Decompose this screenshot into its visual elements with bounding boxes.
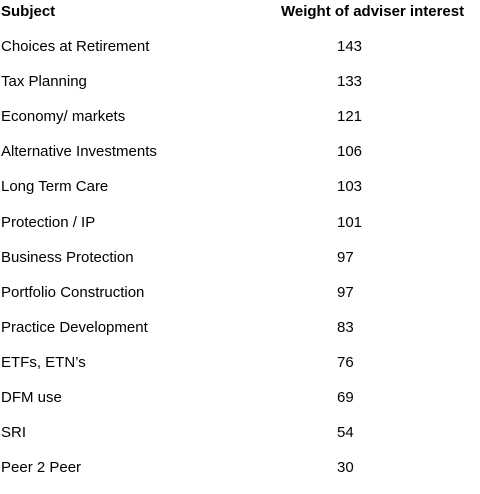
table-row: Choices at Retirement 143 (0, 38, 480, 73)
table-row: ETFs, ETN’s 76 (0, 354, 480, 389)
weight-value-cell: 133 (337, 73, 363, 90)
subject-cell: Long Term Care (1, 178, 109, 195)
weight-value-cell: 143 (337, 38, 363, 55)
weight-value-cell: 121 (337, 108, 363, 125)
table-row: DFM use 69 (0, 389, 480, 424)
table-row: Economy/ markets 121 (0, 108, 480, 143)
table-row: Practice Development 83 (0, 319, 480, 354)
subject-cell: DFM use (1, 389, 62, 406)
table-row: Protection / IP 101 (0, 214, 480, 249)
column-header-weight: Weight of adviser interest (281, 3, 465, 20)
weight-value-cell: 101 (337, 214, 363, 231)
weight-value-cell: 83 (337, 319, 354, 336)
subject-cell: Tax Planning (1, 73, 87, 90)
weight-value-cell: 103 (337, 178, 363, 195)
subject-cell: Alternative Investments (1, 143, 157, 160)
table-row: Portfolio Construction 97 (0, 284, 480, 319)
subject-cell: Protection / IP (1, 214, 96, 231)
table-row: Business Protection 97 (0, 249, 480, 284)
subject-cell: Economy/ markets (1, 108, 126, 125)
table-row: SRI 54 (0, 424, 480, 459)
table-row: Long Term Care 103 (0, 178, 480, 213)
weight-value-cell: 97 (337, 284, 354, 301)
subject-cell: Choices at Retirement (1, 38, 150, 55)
weight-value-cell: 30 (337, 459, 354, 476)
subject-cell: ETFs, ETN’s (1, 354, 86, 371)
weight-value-cell: 69 (337, 389, 354, 406)
weight-value-cell: 106 (337, 143, 363, 160)
subject-cell: Business Protection (1, 249, 134, 266)
subject-cell: Portfolio Construction (1, 284, 145, 301)
column-header-subject: Subject (1, 3, 56, 20)
subject-cell: SRI (1, 424, 27, 441)
subject-cell: Practice Development (1, 319, 148, 336)
weight-value-cell: 76 (337, 354, 354, 371)
adviser-interest-table: Subject Weight of adviser interest Choic… (0, 3, 480, 476)
weight-value-cell: 54 (337, 424, 354, 441)
weight-value-cell: 97 (337, 249, 354, 266)
table-row: Tax Planning 133 (0, 73, 480, 108)
table-row: Alternative Investments 106 (0, 143, 480, 178)
subject-cell: Peer 2 Peer (1, 459, 82, 476)
table-row: Peer 2 Peer 30 (0, 459, 480, 494)
